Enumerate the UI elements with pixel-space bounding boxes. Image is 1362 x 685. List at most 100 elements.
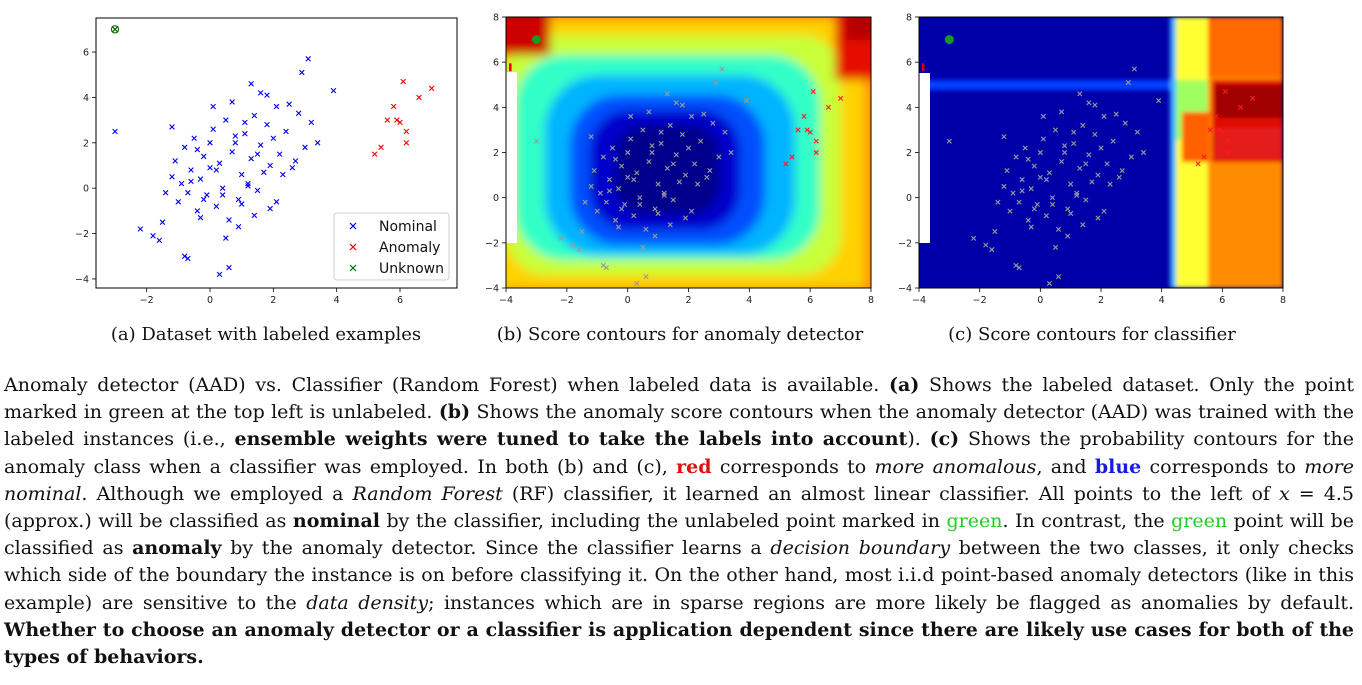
labeled-point <box>688 113 695 119</box>
x-tick-label: 0 <box>207 295 213 306</box>
y-tick-label: −4 <box>75 274 89 285</box>
labeled-point <box>664 91 670 97</box>
anomaly-point <box>403 140 410 146</box>
labeled-point <box>628 113 634 119</box>
labeled-point <box>971 235 977 241</box>
nominal-point <box>330 87 337 94</box>
labeled-point <box>622 201 628 208</box>
labeled-point <box>995 199 1001 205</box>
labeled-point <box>612 156 619 162</box>
labeled-point <box>1058 158 1065 165</box>
x-tick-label: −4 <box>912 295 926 306</box>
legend-label: Nominal <box>379 219 437 235</box>
panel-a-points <box>110 25 435 278</box>
anomaly-point <box>384 117 391 123</box>
text-run: ; instances which are in sparse regions … <box>428 591 1354 614</box>
unknown-point <box>110 25 120 34</box>
y-tick-label: −4 <box>485 284 499 295</box>
labeled-point <box>643 274 649 280</box>
labeled-point <box>634 280 640 287</box>
labeled-point <box>1013 154 1019 160</box>
nominal-point <box>257 90 264 96</box>
nominal-point <box>219 185 226 191</box>
x-tick-label: 6 <box>1219 295 1225 306</box>
labeled-point <box>533 138 540 144</box>
x-tick-label: 6 <box>397 295 403 306</box>
italic-phrase: Random Forest <box>352 482 503 505</box>
labeled-point <box>579 228 585 235</box>
nominal-point <box>191 135 197 142</box>
text-run: . Although we employed a <box>81 482 353 505</box>
anomaly-point <box>801 113 807 119</box>
nominal-point <box>238 201 245 207</box>
nominal-point <box>242 119 248 126</box>
labeled-point <box>1089 179 1095 185</box>
nominal-point <box>207 164 213 171</box>
nominal-point <box>213 203 220 210</box>
legend: Nominal Anomaly Unknown <box>333 212 450 281</box>
y-tick-label: 0 <box>906 193 912 204</box>
caption-b: (b) Score contours for anomaly detector <box>496 324 864 345</box>
labeled-point <box>1068 181 1074 187</box>
anomaly-point <box>807 129 813 135</box>
nominal-point <box>226 217 232 223</box>
text-run: Shows the labeled dataset. Only the poin… <box>4 374 1354 424</box>
anomaly-point <box>1225 138 1231 144</box>
nominal-point <box>156 237 163 244</box>
anomaly-point <box>371 151 378 157</box>
labeled-point <box>1101 208 1107 214</box>
anomaly-point <box>1219 129 1225 135</box>
labeled-point <box>1004 167 1010 174</box>
nominal-point <box>188 178 194 185</box>
anomaly-point <box>804 127 810 133</box>
nominal-point <box>150 233 156 239</box>
labeled-point <box>676 179 682 185</box>
nominal-point <box>162 189 169 196</box>
labeled-point <box>1043 213 1049 219</box>
text-run: Shows the probability contours for the a… <box>4 428 1354 478</box>
nominal-point <box>213 167 220 173</box>
labeled-point <box>1016 265 1022 271</box>
nominal-point <box>302 144 308 151</box>
labeled-point <box>664 165 670 171</box>
nominal-point <box>238 171 245 178</box>
nominal-point <box>245 180 251 187</box>
y-tick-label: 6 <box>493 58 499 69</box>
labeled-point <box>685 145 692 151</box>
italic-phrase: more nominal <box>4 455 1354 505</box>
labeled-point <box>588 134 594 140</box>
text-run: Anomaly detector (AAD) vs. Classifier (R… <box>4 374 890 396</box>
labeled-point <box>1140 149 1147 156</box>
labeled-point <box>1092 131 1098 138</box>
labeled-point <box>1058 109 1065 115</box>
labeled-point <box>719 66 725 72</box>
panel-c-contours <box>919 17 1283 288</box>
y-tick-label: 4 <box>83 93 89 104</box>
anomaly-point <box>394 117 400 123</box>
labeled-point <box>1062 143 1068 149</box>
labeled-point <box>946 138 952 144</box>
caption-a: (a) Dataset with labeled examples <box>110 324 422 345</box>
labeled-point <box>707 167 713 174</box>
labeled-point <box>1074 190 1080 196</box>
text-run: between the two classes, it only checks … <box>4 537 1354 614</box>
labeled-point <box>649 143 655 149</box>
labeled-point <box>658 140 664 147</box>
labeled-point <box>1104 161 1110 167</box>
nominal-point <box>245 183 251 189</box>
nominal-point <box>229 99 235 105</box>
labeled-point <box>1156 97 1162 104</box>
nominal-point <box>235 196 242 203</box>
labeled-point <box>588 183 594 189</box>
x-tick-label: 2 <box>685 295 691 306</box>
labeled-point <box>637 195 643 201</box>
nominal-point <box>232 133 239 139</box>
anomaly-point <box>400 78 406 85</box>
labeled-point <box>667 122 673 128</box>
text-run: ). <box>907 428 930 451</box>
text-run: corresponds to <box>711 455 875 478</box>
x-tick-label: 6 <box>807 295 813 306</box>
nominal-point <box>197 176 204 182</box>
text-run: , and <box>1036 455 1095 478</box>
labeled-point <box>1116 174 1122 180</box>
